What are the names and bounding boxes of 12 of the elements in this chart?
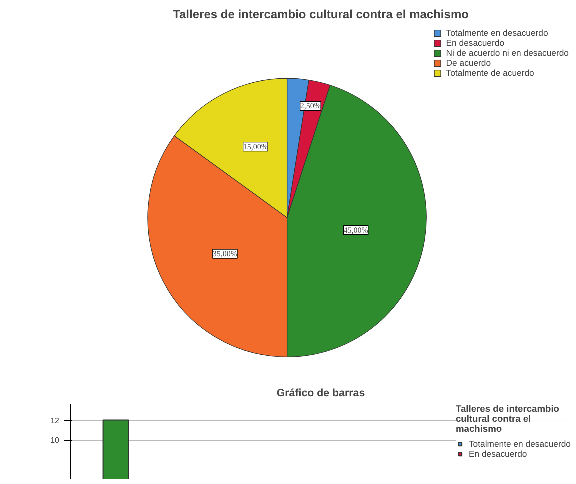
- chart-title: Talleres de intercambio cultural contra el machismo: [173, 8, 469, 22]
- chart-title: Gráfico de barras: [276, 388, 366, 400]
- legend-label: Totalmente de acuerdo: [446, 68, 534, 78]
- y-tick-label: 12: [50, 416, 60, 426]
- legend-label: Totalmente en desacuerdo: [468, 439, 571, 449]
- legend-label: Totalmente en desacuerdo: [446, 28, 548, 38]
- legend-title: Talleres de intercambio cultural contra el machismo: [456, 404, 560, 434]
- legend-label: Ni de acuerdo ni en desacuerdo: [446, 48, 569, 58]
- legend-label: De acuerdo: [446, 58, 492, 68]
- y-tick-label: 10: [50, 436, 60, 446]
- legend-label: En desacuerdo: [468, 449, 528, 459]
- legend-label: En desacuerdo: [446, 38, 505, 48]
